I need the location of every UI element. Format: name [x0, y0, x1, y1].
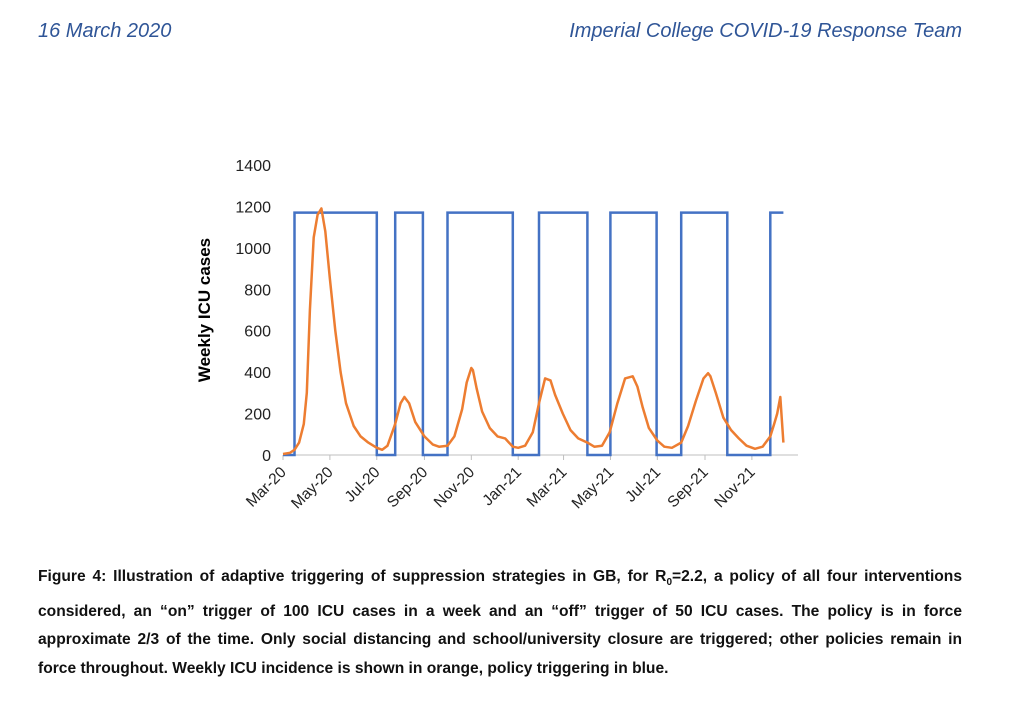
header-team: Imperial College COVID-19 Response Team [569, 20, 962, 42]
x-tick-label: Jan-21 [479, 464, 525, 510]
x-tick-label: May-20 [288, 464, 337, 513]
x-tick-label: Jul-21 [622, 464, 664, 506]
icu-cases-line [282, 207, 785, 456]
caption-text-1: Figure 4: Illustration of adaptive trigg… [38, 568, 667, 585]
x-tick-label: Mar-21 [524, 464, 571, 511]
y-tick-label: 600 [244, 324, 271, 341]
figure-caption: Figure 4: Illustration of adaptive trigg… [38, 563, 962, 683]
y-tick-label: 0 [262, 448, 271, 465]
x-tick-label: May-21 [569, 464, 618, 513]
y-tick-label: 400 [244, 365, 271, 382]
caption-subscript: 0 [666, 577, 673, 589]
x-tick-label: Nov-21 [711, 464, 758, 511]
x-tick-label: Nov-20 [431, 464, 479, 512]
y-axis: 0 200 400 600 800 1000 1200 1400 [235, 158, 271, 465]
header-date: 16 March 2020 [38, 20, 172, 42]
policy-trigger-line [283, 211, 784, 457]
y-axis-label: Weekly ICU cases [195, 238, 214, 382]
y-tick-label: 1000 [235, 241, 271, 258]
y-tick-label: 200 [244, 407, 271, 424]
x-tick-label: Sep-20 [384, 464, 432, 512]
x-tick-label: Jul-20 [342, 464, 384, 506]
x-tick-label: Sep-21 [664, 464, 711, 511]
caption-text-2: =2.2, a policy of all four interventions… [38, 568, 963, 677]
y-tick-label: 1200 [235, 199, 271, 216]
y-tick-label: 1400 [235, 158, 271, 175]
y-tick-label: 800 [244, 282, 271, 299]
x-tick-label: Mar-20 [243, 464, 290, 511]
